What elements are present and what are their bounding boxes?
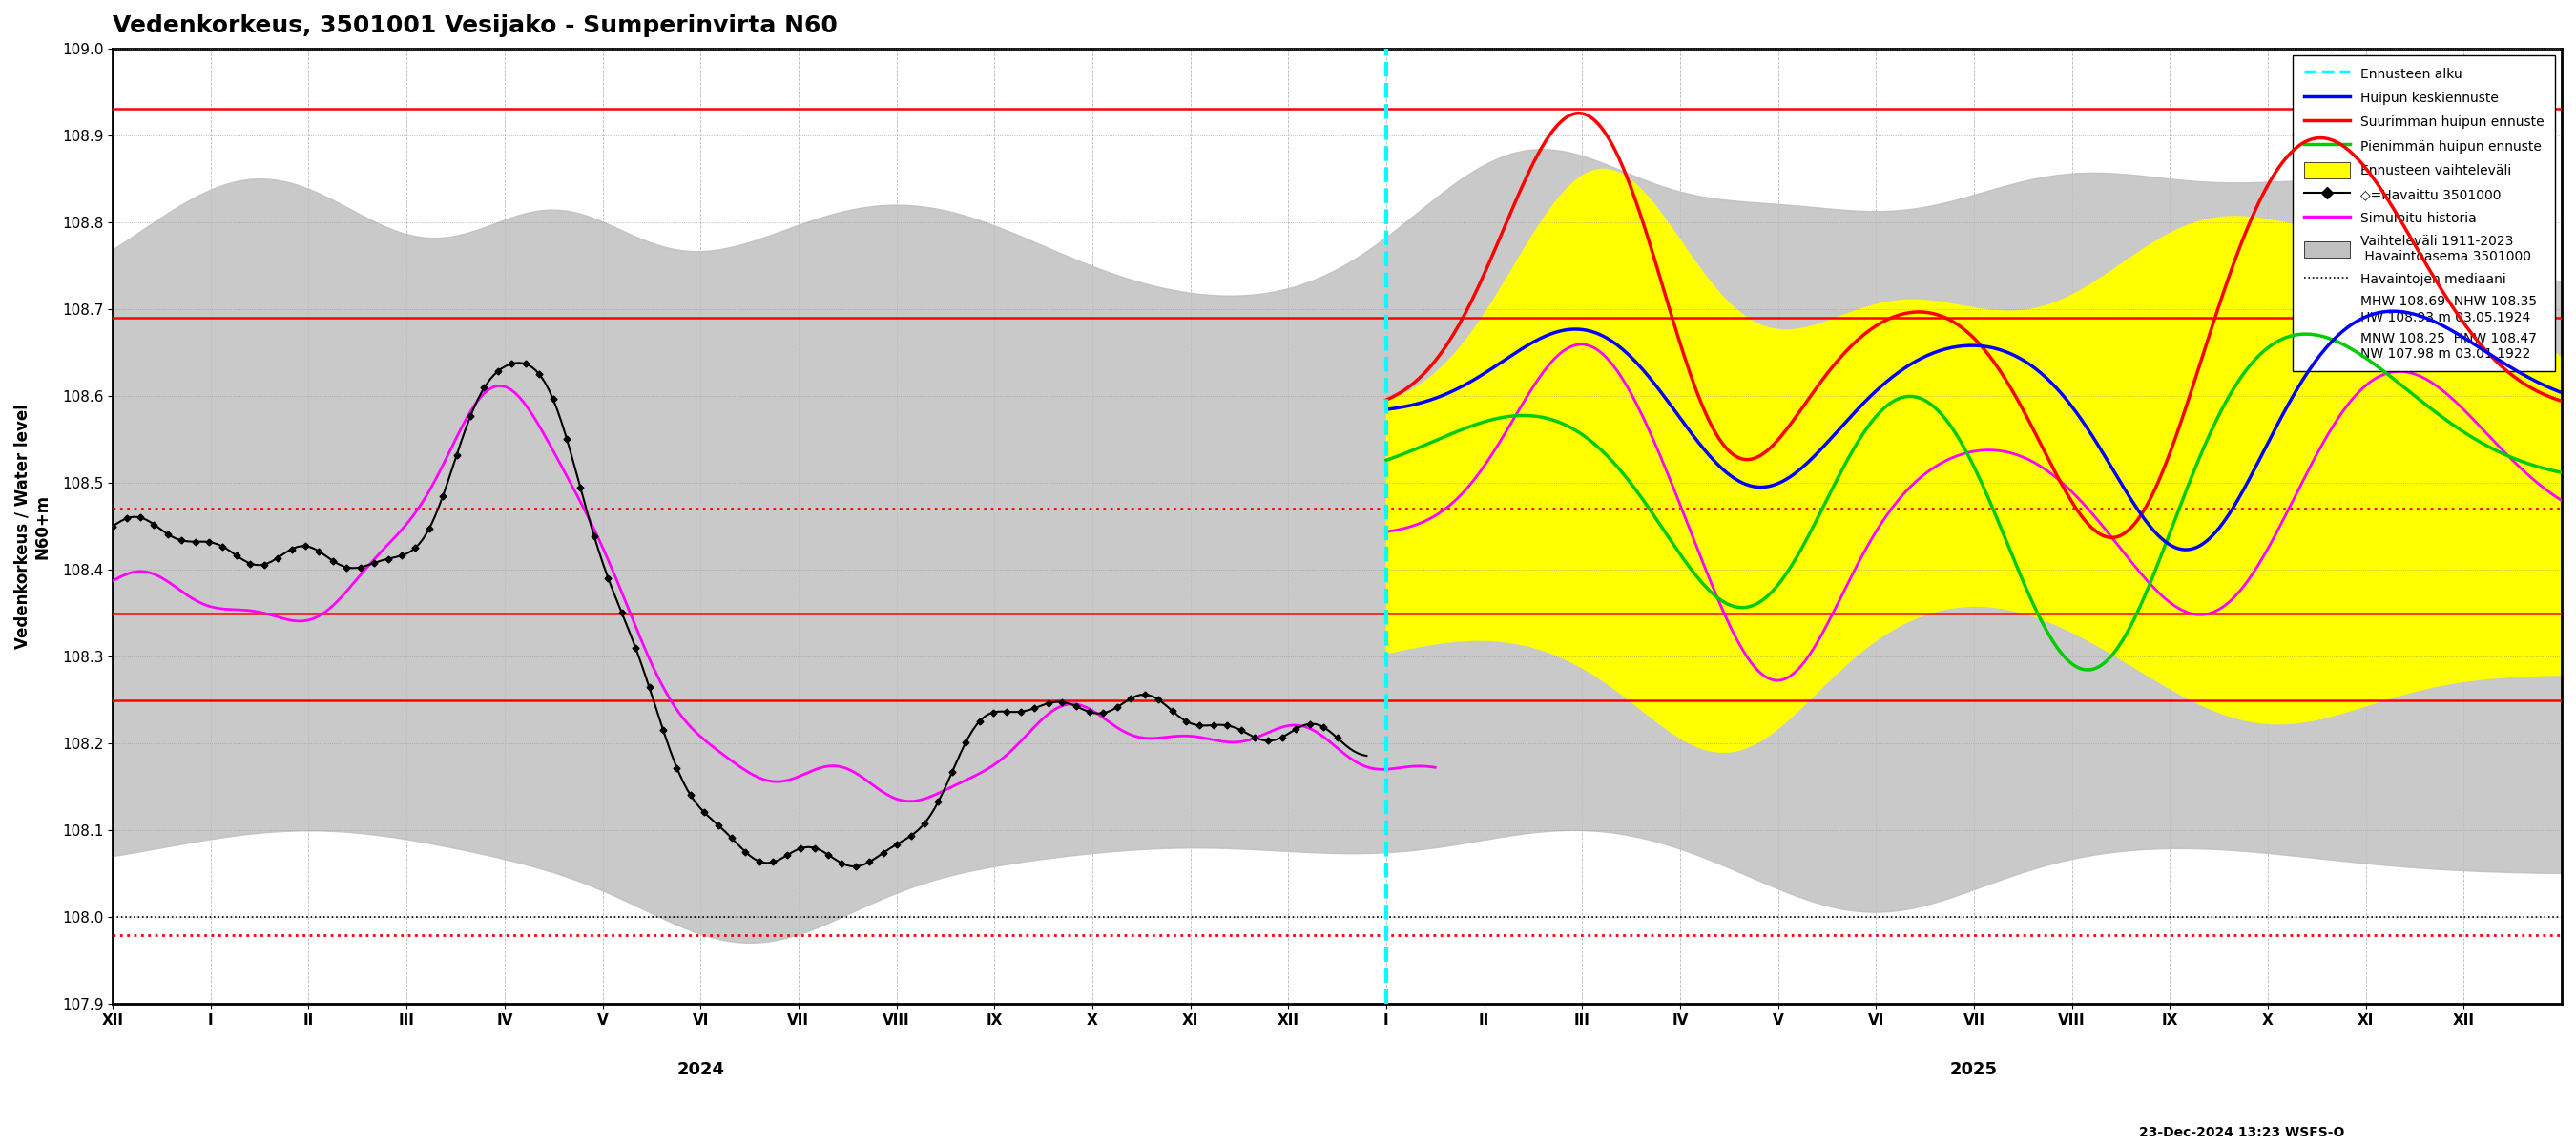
Text: 2024: 2024 xyxy=(677,1060,724,1077)
Y-axis label: Vedenkorkeus / Water level
N60+m: Vedenkorkeus / Water level N60+m xyxy=(15,404,52,649)
Text: 2025: 2025 xyxy=(1950,1060,1999,1077)
Text: Vedenkorkeus, 3501001 Vesijako - Sumperinvirta N60: Vedenkorkeus, 3501001 Vesijako - Sumperi… xyxy=(113,14,837,37)
Legend: Ennusteen alku, Huipun keskiennuste, Suurimman huipun ennuste, Pienimmän huipun : Ennusteen alku, Huipun keskiennuste, Suu… xyxy=(2293,55,2555,371)
Text: 23-Dec-2024 13:23 WSFS-O: 23-Dec-2024 13:23 WSFS-O xyxy=(2138,1126,2344,1139)
